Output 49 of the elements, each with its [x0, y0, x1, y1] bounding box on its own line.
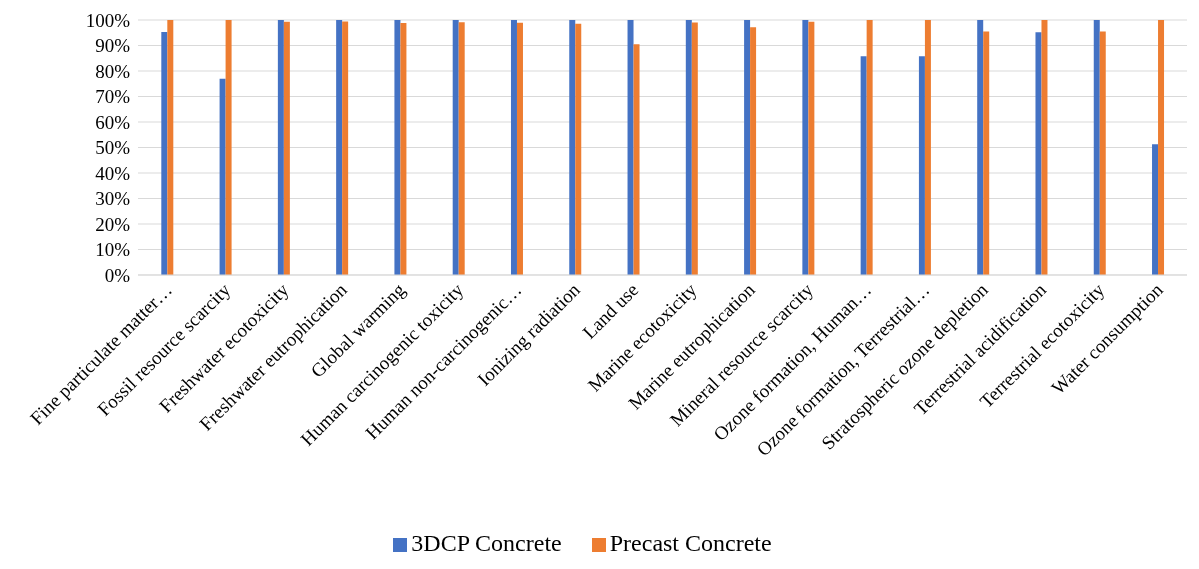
bar [400, 23, 407, 275]
bar [1158, 20, 1165, 275]
bar [744, 20, 751, 275]
bar [1093, 20, 1100, 275]
bar [219, 78, 226, 275]
bar [575, 23, 582, 275]
y-tick-label: 80% [95, 60, 131, 82]
bar [1041, 20, 1048, 275]
legend-label: Precast Concrete [609, 530, 772, 556]
y-tick-label: 60% [95, 111, 131, 133]
bar [633, 44, 640, 275]
bar [167, 20, 174, 275]
bar [452, 20, 459, 275]
bar [1035, 32, 1042, 275]
bar [225, 20, 232, 275]
bar [924, 20, 931, 275]
bar [627, 20, 634, 275]
bar [336, 20, 343, 275]
bar [1099, 31, 1106, 275]
bar [510, 20, 517, 275]
y-tick-label: 50% [95, 137, 131, 159]
bar [808, 21, 815, 275]
bar [277, 20, 284, 275]
y-tick-label: 30% [95, 188, 131, 210]
bar [569, 20, 576, 275]
y-tick-label: 70% [95, 86, 131, 108]
bar [860, 56, 867, 275]
bar [1152, 144, 1159, 275]
y-tick-label: 20% [95, 213, 131, 235]
bar [458, 22, 465, 275]
y-tick-label: 10% [95, 239, 131, 261]
bar [161, 31, 168, 275]
bar [691, 22, 698, 275]
bar [918, 56, 925, 275]
bar [342, 21, 349, 275]
y-tick-label: 0% [104, 264, 131, 286]
legend-label: 3DCP Concrete [411, 530, 562, 556]
y-tick-label: 40% [95, 162, 131, 184]
bar [394, 20, 401, 275]
bar [866, 20, 873, 275]
bar [750, 27, 757, 275]
y-tick-label: 100% [85, 9, 131, 31]
bar [977, 20, 984, 275]
bar [283, 21, 290, 275]
y-tick-label: 90% [95, 35, 131, 57]
bar [983, 31, 990, 275]
bar [516, 22, 523, 275]
bar [685, 20, 692, 275]
bar [802, 20, 809, 275]
